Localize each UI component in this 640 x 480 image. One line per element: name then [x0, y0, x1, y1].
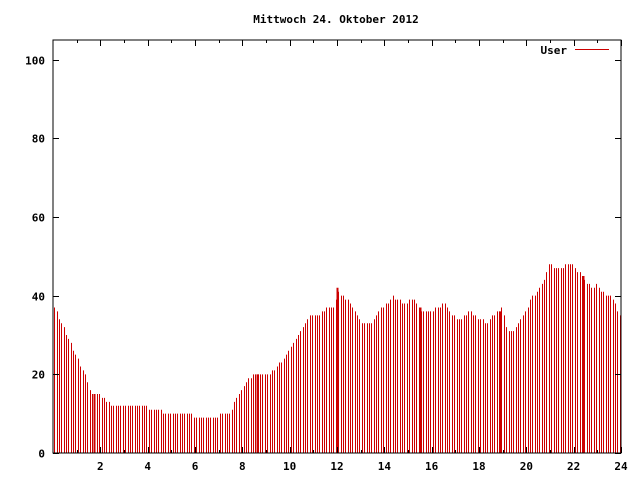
bars	[54, 264, 621, 453]
y-tick-label: 100	[25, 55, 45, 68]
x-tick-label: 12	[330, 460, 343, 473]
x-tick-label: 6	[192, 460, 199, 473]
x-axis: 2 4 6 8 10 12 14 16 18 20 22 24	[77, 40, 628, 473]
legend-label: User	[541, 44, 568, 57]
legend: User	[541, 44, 609, 57]
y-tick-label: 60	[32, 212, 45, 225]
x-tick-label: 22	[567, 460, 580, 473]
x-tick-label: 14	[378, 460, 392, 473]
y-tick-label: 0	[38, 448, 45, 461]
x-tick-label: 16	[425, 460, 439, 473]
x-tick-label: 10	[283, 460, 296, 473]
x-tick-label: 18	[472, 460, 485, 473]
chart-title: Mittwoch 24. Oktober 2012	[253, 13, 419, 26]
y-axis: 0 20 40 60 80 100	[25, 55, 621, 461]
x-tick-label: 2	[97, 460, 104, 473]
x-tick-label: 20	[520, 460, 533, 473]
y-tick-label: 40	[32, 291, 45, 304]
y-tick-label: 20	[32, 369, 45, 382]
x-tick-label: 24	[614, 460, 628, 473]
x-tick-label: 4	[144, 460, 151, 473]
y-tick-label: 80	[32, 133, 45, 146]
x-tick-label: 8	[239, 460, 246, 473]
